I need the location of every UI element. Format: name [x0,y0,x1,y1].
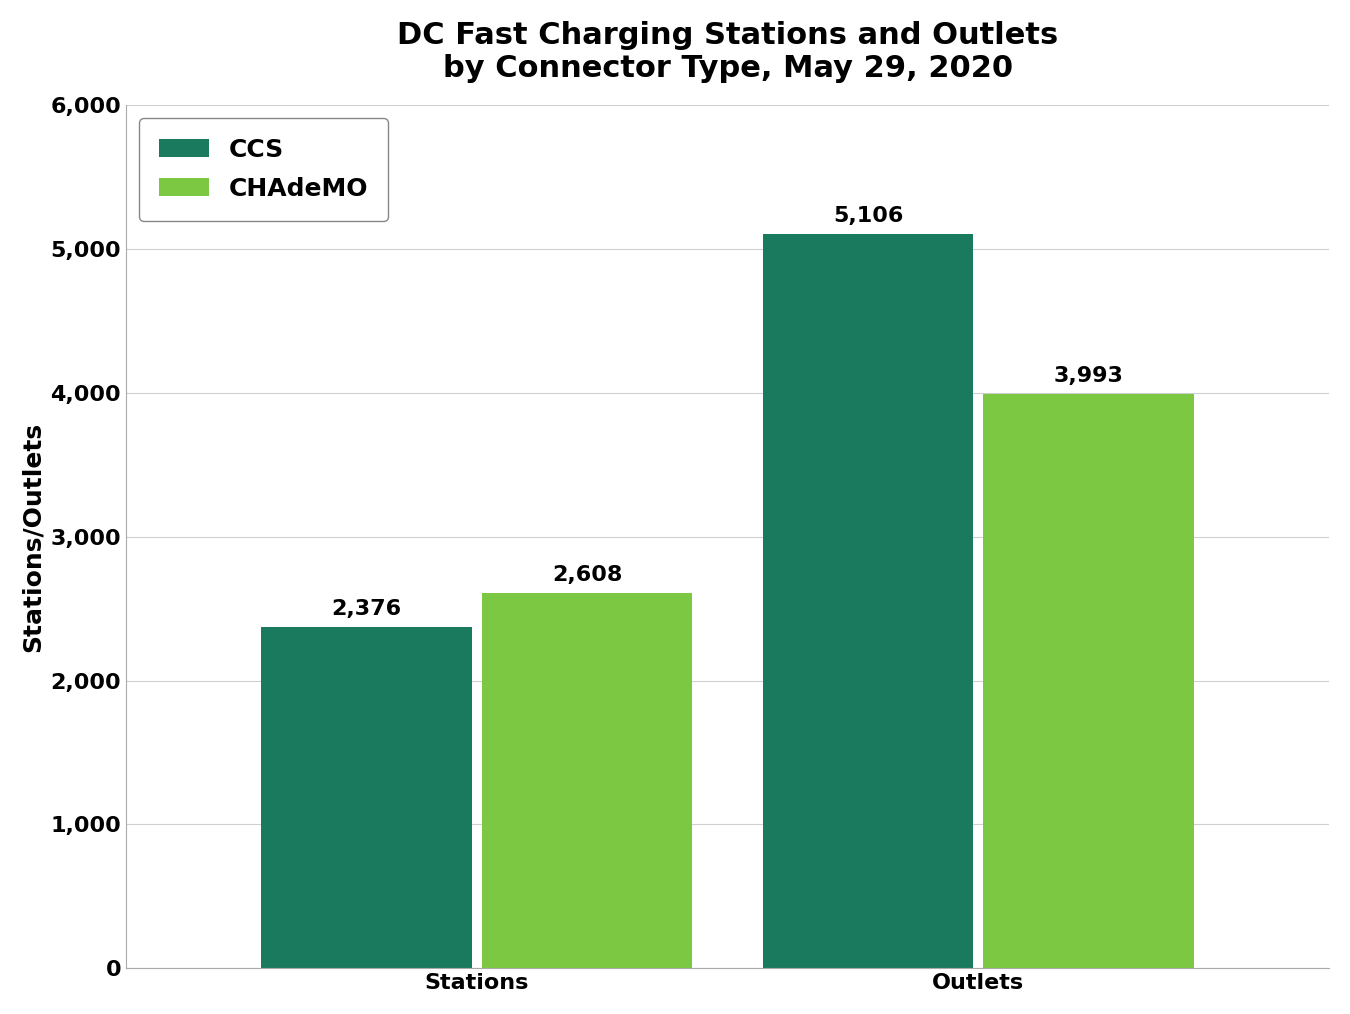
Text: 3,993: 3,993 [1053,366,1123,386]
Bar [262,627,472,968]
Bar [983,393,1193,968]
Text: 2,376: 2,376 [332,598,402,619]
Title: DC Fast Charging Stations and Outlets
by Connector Type, May 29, 2020: DC Fast Charging Stations and Outlets by… [397,21,1058,83]
Text: 2,608: 2,608 [552,565,622,585]
Bar [482,593,693,968]
Legend: CCS, CHAdeMO: CCS, CHAdeMO [139,118,387,221]
Bar [763,234,973,968]
Y-axis label: Stations/Outlets: Stations/Outlets [20,422,45,652]
Text: 5,106: 5,106 [833,206,903,226]
